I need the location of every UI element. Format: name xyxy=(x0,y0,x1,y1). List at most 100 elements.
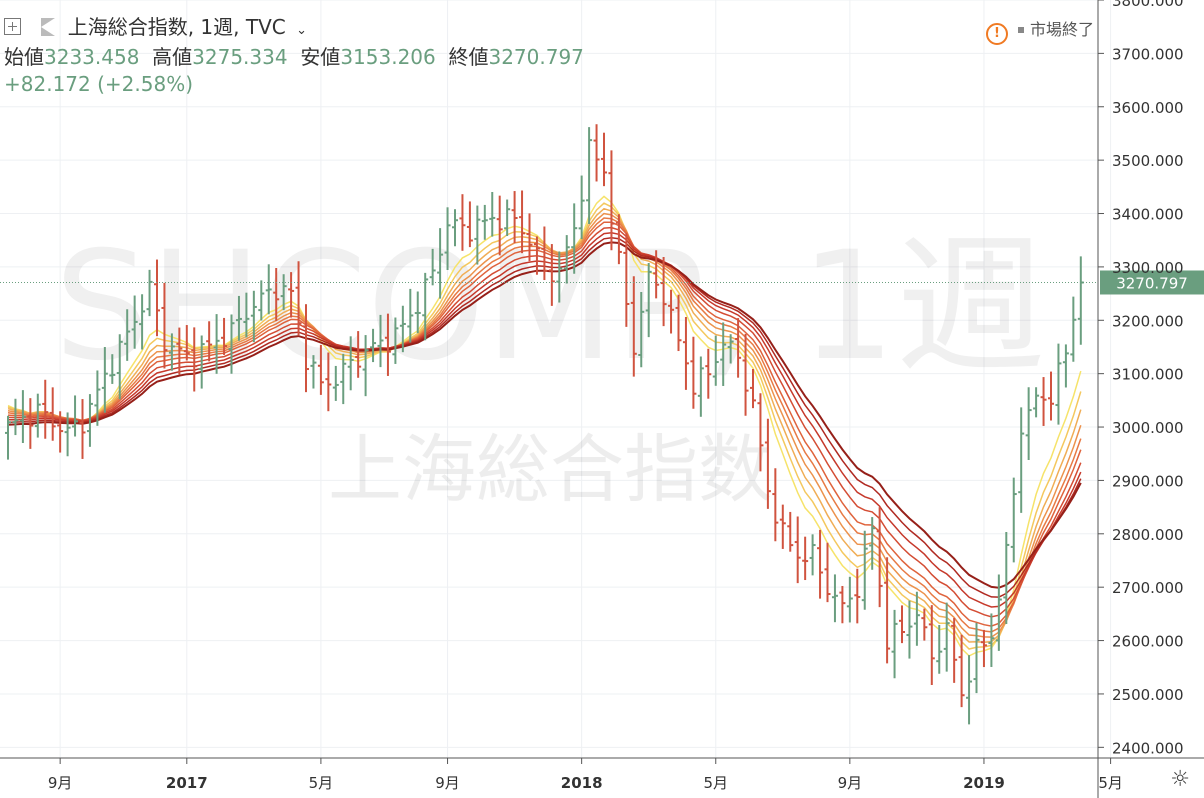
x-axis[interactable]: 9月 2017 5月 9月 2018 5月 9月 2019 5月 xyxy=(0,757,1204,792)
last-price-label: 3270.797 xyxy=(1116,274,1188,292)
ohlc-bar xyxy=(913,591,920,646)
ohlc-bar xyxy=(1055,343,1062,425)
ohlc-bar xyxy=(280,274,287,311)
ohlc-bar xyxy=(1018,407,1025,513)
last-price-line: 3270.797 xyxy=(0,270,1204,295)
ohlc-bar xyxy=(943,602,950,672)
ohlc-bar xyxy=(973,622,980,694)
ohlc-bar xyxy=(720,322,727,386)
ohlc-bar xyxy=(1003,532,1010,624)
ohlc-bar xyxy=(86,394,93,447)
ohlc-bar xyxy=(519,190,526,254)
ohlc-bar xyxy=(221,317,228,355)
warning-icon[interactable]: ! xyxy=(985,23,1008,45)
y-tick-label: 3100.000 xyxy=(1112,366,1184,384)
ohlc-bar xyxy=(27,398,34,449)
ohlc-bar xyxy=(422,272,429,341)
ohlc-bar xyxy=(57,411,64,453)
ohlc-bar xyxy=(660,256,667,327)
ohlc-bar xyxy=(310,355,317,389)
x-tick-label: 2019 xyxy=(963,774,1005,792)
ohlc-bar xyxy=(198,335,205,389)
ohlc-bar xyxy=(325,352,332,412)
market-status[interactable]: ! 市場終了 xyxy=(985,16,1094,45)
ohlc-bar xyxy=(995,574,1002,651)
ohlc-bar xyxy=(891,609,898,679)
ohlc-bar xyxy=(362,335,369,397)
ohlc-bar xyxy=(675,294,682,352)
ohlc-bar xyxy=(377,314,384,368)
ohlc-bar xyxy=(787,511,794,552)
ohlc-bar xyxy=(958,634,965,708)
y-tick-label: 2800.000 xyxy=(1112,526,1184,544)
ohlc-bar xyxy=(1025,387,1032,460)
ohlc-bar xyxy=(146,269,153,317)
ohlc-bar xyxy=(176,327,183,375)
ohlc-bar xyxy=(988,613,995,667)
ohlc-bar xyxy=(936,624,943,674)
ohlc-bar xyxy=(5,415,11,460)
status-square-icon xyxy=(1017,27,1024,33)
ohlc-bar xyxy=(928,605,935,686)
ohlc-bar xyxy=(608,150,615,251)
ohlc-bar xyxy=(474,205,481,265)
ohlc-bar xyxy=(243,292,250,338)
ohlc-bar xyxy=(481,204,488,240)
ohlc-bar xyxy=(764,418,771,509)
ohlc-bar xyxy=(638,292,645,368)
ohlc-bar xyxy=(630,276,637,377)
ohlc-bar xyxy=(317,344,324,395)
ohlc-bar xyxy=(921,608,928,641)
ohlc-bar xyxy=(191,327,198,392)
high-label: 高値 xyxy=(152,45,193,69)
ohlc-bar xyxy=(414,291,421,334)
low-value: 3153.206 xyxy=(340,45,436,69)
ohlc-bar xyxy=(384,313,391,376)
chevron-down-icon[interactable]: ⌄ xyxy=(296,23,308,38)
x-tick-label: 5月 xyxy=(703,774,728,792)
ohlc-bar xyxy=(250,290,257,343)
y-tick-label: 3000.000 xyxy=(1112,419,1184,437)
settings-gear-icon[interactable]: ☼ xyxy=(1170,767,1190,792)
ohlc-bar xyxy=(735,318,742,378)
ohlc-bar xyxy=(556,251,563,303)
ohlc-bar xyxy=(489,191,496,237)
ohlc-bar xyxy=(94,370,101,426)
ohlc-bar xyxy=(399,305,406,353)
open-value: 3233.458 xyxy=(44,45,140,69)
ohlc-bar xyxy=(504,199,511,236)
ohlc-bar xyxy=(690,336,697,409)
symbol-legend: 上海総合指数, 1週, TVC ⌄ 始値3233.458 高値3275.334 … xyxy=(4,14,584,98)
ohlc-bar xyxy=(980,629,987,668)
y-tick-label: 3600.000 xyxy=(1112,99,1184,117)
ohlc-bar xyxy=(429,248,436,286)
ohlc-bar xyxy=(876,507,883,608)
ohlc-bar xyxy=(452,209,458,247)
ohlc-bar xyxy=(750,368,756,409)
ohlc-bar xyxy=(340,353,347,405)
ohlc-bar xyxy=(1010,477,1017,563)
last-price-box xyxy=(1100,270,1204,295)
ohlc-bar xyxy=(809,534,816,576)
ohlc-bar xyxy=(116,334,123,400)
ohlc-bar xyxy=(64,412,71,457)
ohlc-bar xyxy=(794,516,801,584)
close-label: 終値 xyxy=(448,45,489,69)
expand-icon[interactable] xyxy=(4,18,21,35)
ohlc-bar xyxy=(1040,377,1047,426)
ohlc-bar xyxy=(42,379,49,439)
y-tick-label: 3700.000 xyxy=(1112,45,1184,63)
ohlc-bar xyxy=(459,194,466,251)
symbol-title[interactable]: 上海総合指数, 1週, TVC xyxy=(67,15,286,39)
ohlc-bar xyxy=(49,387,56,441)
x-tick-label: 5月 xyxy=(309,774,334,792)
ohlc-bar xyxy=(12,398,19,436)
watermark-name: 上海総合指数 xyxy=(328,427,772,513)
ohlc-bar xyxy=(668,289,675,334)
y-axis[interactable]: 2400.000 2500.000 2600.000 2700.000 2800.000… xyxy=(1097,0,1184,798)
ohlc-bar xyxy=(705,348,712,399)
ohlc-bar xyxy=(235,295,242,341)
ohlc-bar xyxy=(213,314,220,374)
ohlc-bar xyxy=(295,261,302,336)
